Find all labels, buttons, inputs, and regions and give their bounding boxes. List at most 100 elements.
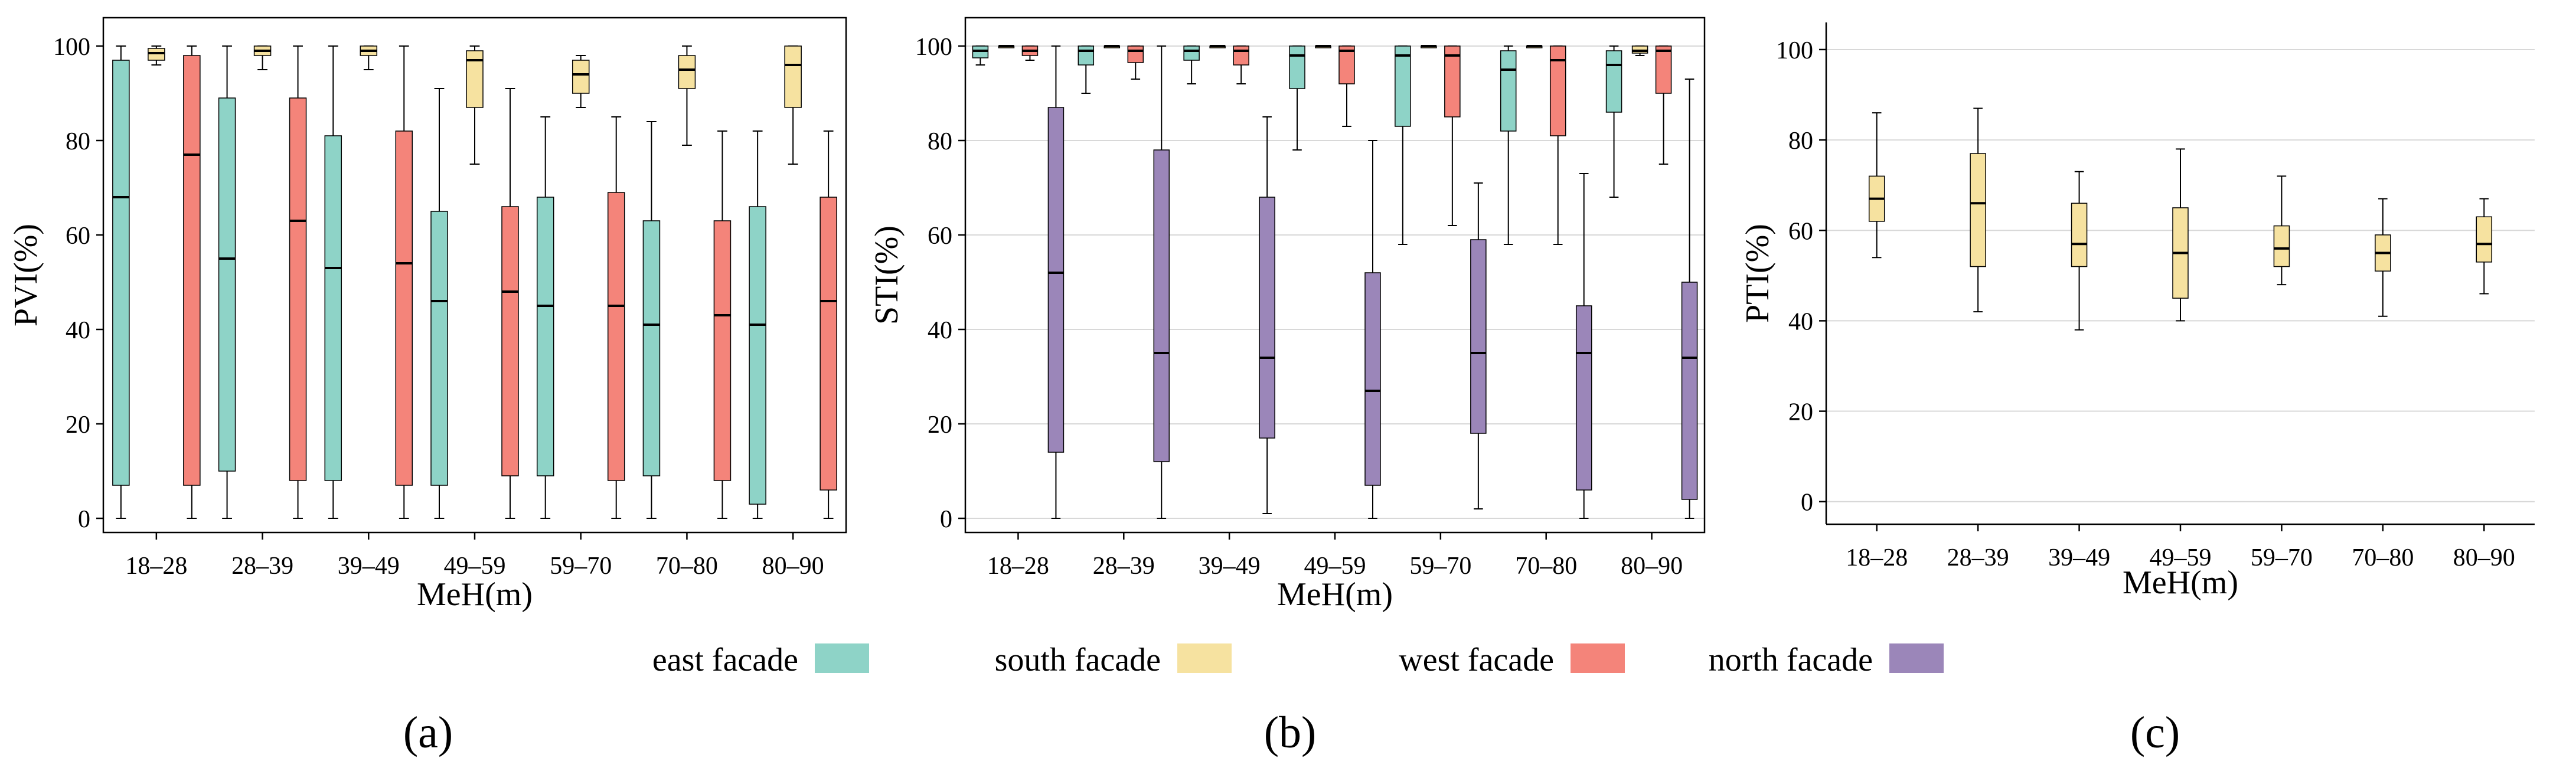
y-tick-label: 60 — [66, 223, 90, 250]
box-north-4 — [1470, 182, 1487, 509]
box-iqr — [1681, 282, 1698, 500]
box-iqr — [1575, 305, 1592, 491]
box-iqr — [501, 206, 519, 476]
y-tick-label: 80 — [66, 128, 90, 155]
y-tick-label: 80 — [1788, 128, 1813, 155]
box-iqr — [1233, 45, 1249, 66]
box-north-1 — [1153, 45, 1170, 519]
box-west-1 — [1127, 45, 1144, 80]
x-tick-label: 59–70 — [1409, 553, 1471, 580]
y-tick-label: 0 — [78, 506, 90, 533]
box-iqr — [572, 60, 590, 94]
box-east-2 — [1183, 45, 1200, 84]
legend-label-north: north facade — [1709, 642, 1873, 678]
box-iqr — [183, 55, 201, 486]
box-iqr — [642, 220, 661, 476]
box-iqr — [1127, 45, 1144, 63]
box-west-1 — [289, 45, 307, 519]
x-tick-label: 18–28 — [125, 553, 187, 580]
box-south-3 — [466, 45, 484, 165]
panel-a: 0 20 40 60 80 100 18–28 28–39 39–49 49–59 59–70 70–… — [8, 17, 847, 613]
x-tick-label: 80–90 — [2453, 544, 2515, 571]
x-tick-label: 39–49 — [2048, 544, 2110, 571]
x-tick-label: 80–90 — [762, 553, 824, 580]
y-axis-title: PVI(%) — [8, 224, 44, 326]
box-iqr — [1364, 272, 1381, 486]
legend-label-south: south facade — [995, 642, 1161, 678]
box-south-3 — [2172, 148, 2189, 322]
x-tick-label: 18–28 — [1846, 544, 1908, 571]
y-tick-label: 20 — [66, 411, 90, 439]
box-iqr — [1970, 153, 1986, 267]
box-south-5 — [1526, 45, 1543, 48]
box-north-0 — [1047, 45, 1065, 519]
box-iqr — [324, 135, 342, 481]
box-south-0 — [998, 45, 1015, 48]
box-west-4 — [607, 116, 625, 519]
box-south-0 — [148, 45, 165, 66]
box-east-6 — [1605, 45, 1622, 198]
panel-label-a: (a) — [403, 708, 453, 757]
box-west-5 — [713, 130, 732, 519]
y-tick-label: 60 — [1788, 218, 1813, 245]
box-south-1 — [1103, 45, 1121, 48]
box-west-0 — [1021, 45, 1039, 61]
legend-swatch-west — [1571, 643, 1625, 673]
box-south-1 — [253, 45, 272, 70]
legend-swatch-north — [1889, 643, 1944, 673]
box-iqr — [784, 45, 802, 108]
box-iqr — [1500, 50, 1517, 132]
box-iqr — [2273, 225, 2290, 267]
box-south-5 — [678, 45, 696, 146]
box-east-3 — [1289, 45, 1305, 151]
box-east-5 — [642, 121, 661, 519]
box-south-6 — [2476, 198, 2493, 295]
box-south-3 — [1315, 45, 1331, 48]
box-iqr — [289, 97, 307, 481]
panel-label-b: (b) — [1264, 708, 1317, 757]
x-axis-title: MeH(m) — [2123, 564, 2238, 601]
box-north-6 — [1681, 79, 1698, 519]
x-tick-label: 39–49 — [338, 553, 400, 580]
y-axis-title: PTI(%) — [1739, 224, 1776, 323]
box-iqr — [1395, 45, 1411, 127]
box-iqr — [1444, 45, 1461, 117]
box-iqr — [1078, 45, 1095, 66]
box-east-3 — [430, 88, 448, 519]
box-west-0 — [183, 45, 201, 519]
y-tick-label: 100 — [1776, 37, 1813, 64]
box-east-0 — [972, 45, 989, 66]
box-iqr — [607, 192, 625, 481]
x-tick-label: 28–39 — [1093, 553, 1155, 580]
box-east-6 — [749, 130, 766, 519]
x-tick-label: 70–80 — [1515, 553, 1577, 580]
x-tick-label: 49–59 — [2150, 544, 2212, 571]
box-iqr — [713, 220, 732, 481]
y-tick-label: 100 — [915, 34, 952, 61]
box-west-5 — [1549, 45, 1566, 245]
box-north-5 — [1575, 173, 1592, 519]
box-east-4 — [536, 116, 554, 519]
legend-swatch-east — [815, 643, 869, 673]
plot-frame — [964, 17, 1706, 534]
y-tick-label: 0 — [1801, 489, 1813, 517]
legend: east facade south facade west facade nor… — [652, 642, 1944, 678]
box-south-4 — [572, 55, 590, 108]
x-tick-label: 18–28 — [987, 553, 1049, 580]
box-west-6 — [1655, 45, 1672, 165]
box-west-4 — [1444, 45, 1461, 226]
box-iqr — [2476, 216, 2493, 263]
box-south-4 — [2273, 175, 2290, 286]
box-east-2 — [324, 45, 342, 519]
x-tick-label: 49–59 — [1304, 553, 1366, 580]
box-iqr — [395, 130, 413, 486]
box-west-2 — [395, 45, 413, 519]
box-iqr — [1153, 149, 1170, 462]
x-tick-label: 39–49 — [1199, 553, 1261, 580]
box-west-3 — [1338, 45, 1355, 127]
box-west-2 — [1233, 45, 1249, 84]
box-iqr — [1338, 45, 1355, 84]
box-iqr — [1470, 239, 1487, 434]
x-tick-label: 28–39 — [1947, 544, 2009, 571]
